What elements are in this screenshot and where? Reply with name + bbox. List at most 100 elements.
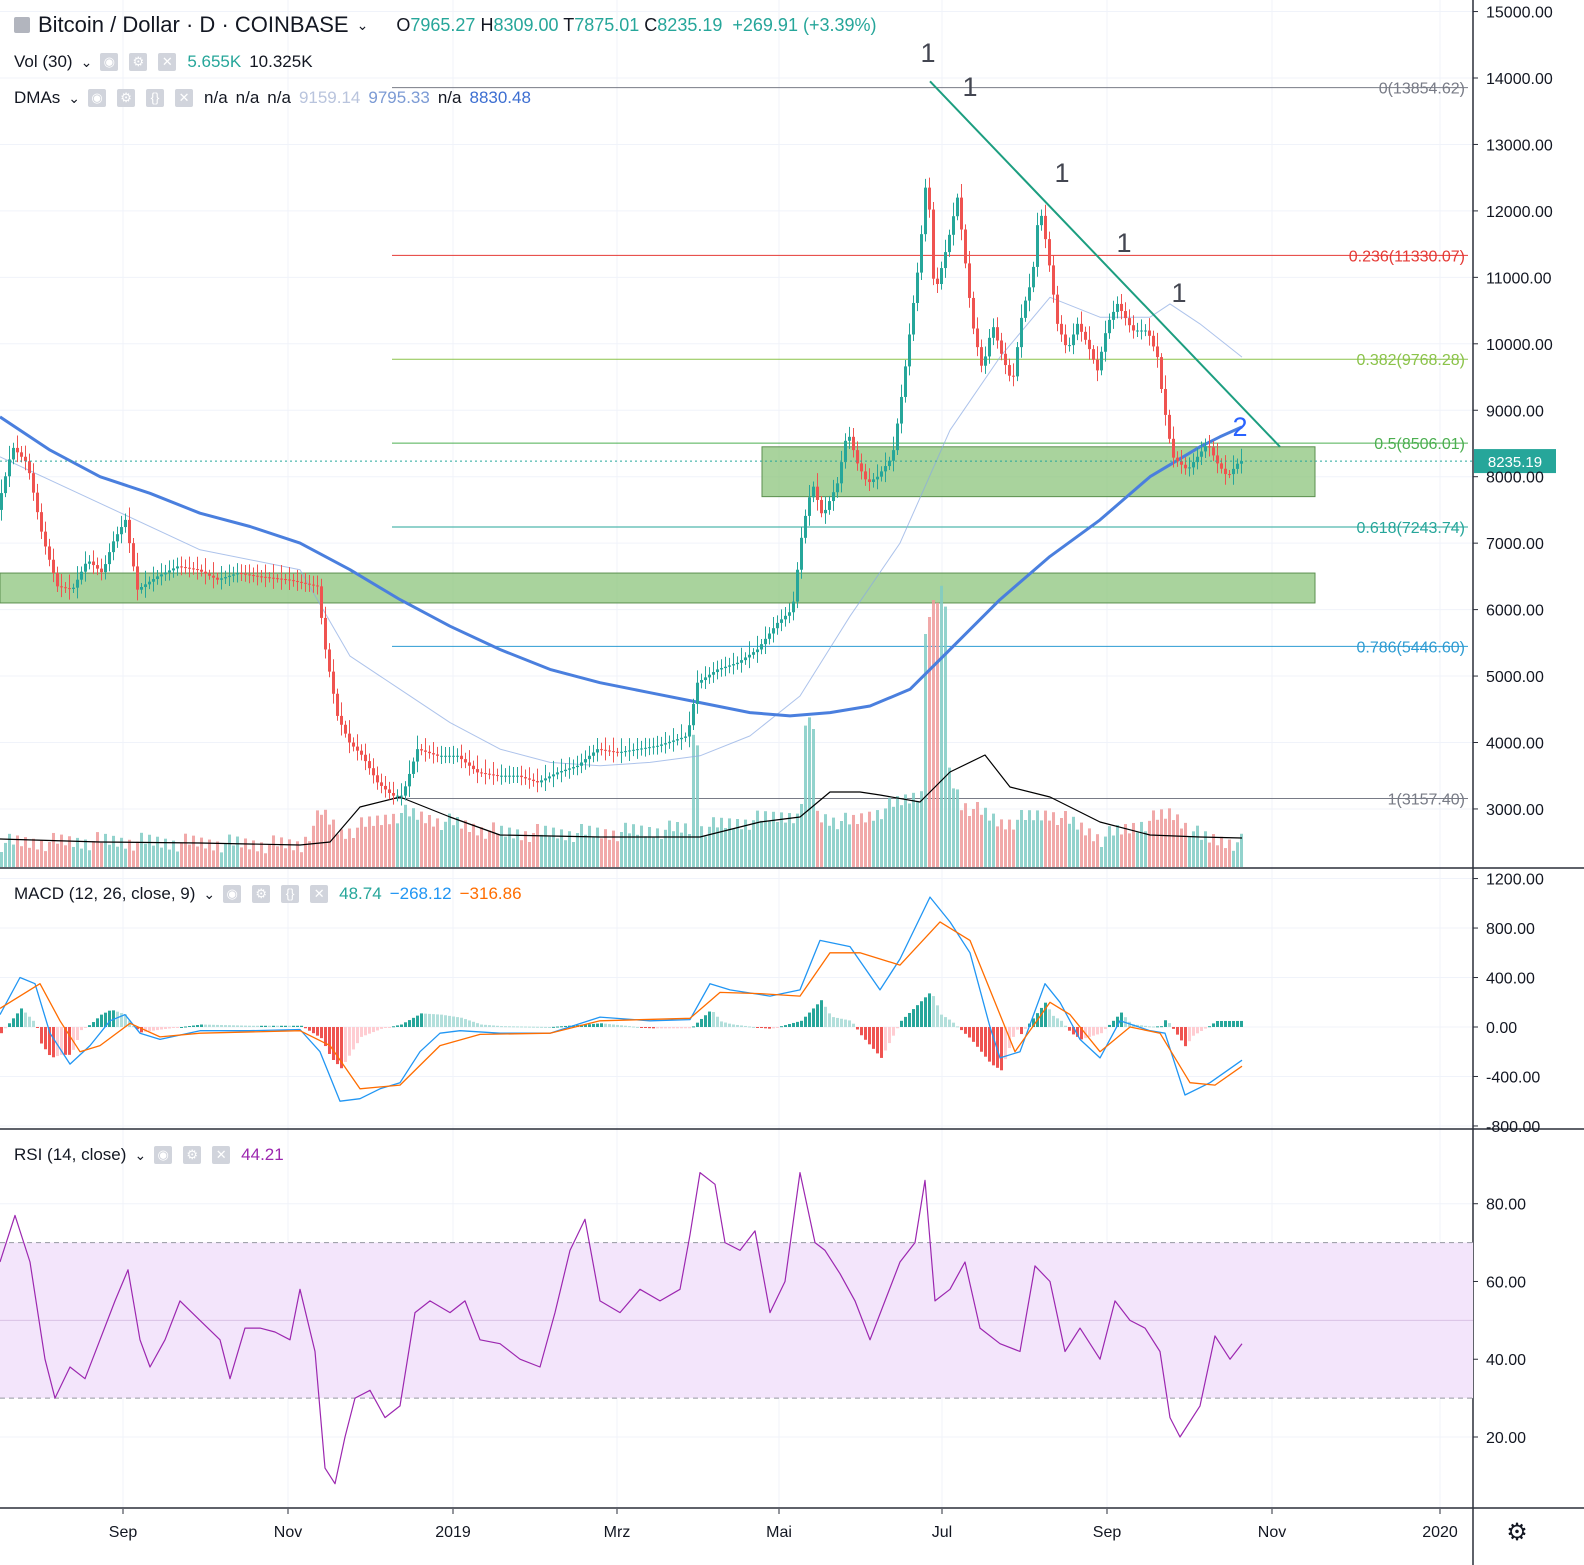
candle-body <box>52 559 55 574</box>
candle-body <box>1236 463 1239 469</box>
macd-histogram-bar <box>16 1013 19 1027</box>
candle-body <box>1104 333 1107 352</box>
price-tick-label: 12000.00 <box>1486 204 1553 221</box>
volume-bar <box>668 820 671 867</box>
candle-body <box>1096 359 1099 371</box>
candle-body <box>392 793 395 796</box>
macd-histogram-bar <box>116 1011 119 1027</box>
settings-gear-icon[interactable]: ⚙ <box>1506 1518 1528 1546</box>
macd-histogram-bar <box>656 1027 659 1029</box>
candle-body <box>800 537 803 570</box>
chevron-down-icon[interactable]: ⌄ <box>356 16 369 33</box>
gear-icon[interactable]: ⚙ <box>129 53 148 71</box>
candle-body <box>1140 330 1143 332</box>
volume-bar <box>920 791 923 867</box>
macd-histogram-bar <box>860 1027 863 1036</box>
candle-body <box>908 334 911 367</box>
eye-icon[interactable]: ◉ <box>223 885 242 903</box>
macd-histogram-bar <box>584 1024 587 1027</box>
symbol-icon[interactable] <box>14 17 30 33</box>
volume-title[interactable]: Vol (30) <box>14 52 73 71</box>
macd-histogram-bar <box>1168 1023 1171 1027</box>
candle-body <box>280 578 283 580</box>
rsi-title[interactable]: RSI (14, close) <box>14 1145 127 1164</box>
volume-bar <box>1176 814 1179 867</box>
candle-body <box>844 440 847 463</box>
volume-bar <box>896 796 899 867</box>
volume-bar <box>1144 831 1147 867</box>
volume-bar <box>268 844 271 867</box>
rsi-tick-label: 40.00 <box>1486 1352 1526 1369</box>
candle-body <box>436 754 439 756</box>
volume-bar <box>840 821 843 867</box>
close-icon[interactable]: ✕ <box>175 89 194 107</box>
macd-histogram-bar <box>1104 1027 1107 1030</box>
chevron-down-icon[interactable]: ⌄ <box>203 885 216 902</box>
macd-histogram-bar <box>216 1024 219 1027</box>
volume-bar <box>264 853 267 867</box>
macd-histogram-bar <box>1044 1002 1047 1027</box>
volume-bar <box>620 832 623 867</box>
macd-histogram-bar <box>56 1027 59 1057</box>
eye-icon[interactable]: ◉ <box>88 89 107 107</box>
macd-histogram-bar <box>196 1025 199 1027</box>
candle-body <box>660 744 663 746</box>
volume-bar <box>708 826 711 867</box>
volume-bar <box>548 836 551 867</box>
volume-bar <box>1012 829 1015 867</box>
volume-bar <box>884 808 887 867</box>
volume-bar <box>308 841 311 867</box>
macd-histogram-bar <box>640 1027 643 1028</box>
volume-bar <box>288 839 291 867</box>
candle-body <box>676 739 679 741</box>
candle-body <box>1156 346 1159 358</box>
volume-bar <box>12 844 15 867</box>
chevron-down-icon[interactable]: ⌄ <box>68 89 81 106</box>
chevron-down-icon[interactable]: ⌄ <box>134 1146 147 1163</box>
macd-histogram-bar <box>964 1027 967 1034</box>
wave-label: 1 <box>920 38 935 68</box>
candle-body <box>472 765 475 770</box>
close-icon[interactable]: ✕ <box>158 53 177 71</box>
macd-histogram-bar <box>708 1011 711 1027</box>
chevron-down-icon[interactable]: ⌄ <box>80 53 93 70</box>
candle-body <box>1084 331 1087 340</box>
macd-histogram-bar <box>844 1019 847 1027</box>
close-icon[interactable]: ✕ <box>212 1146 231 1164</box>
candle-body <box>84 563 87 572</box>
candle-body <box>252 575 255 577</box>
macd-histogram-bar <box>620 1025 623 1027</box>
volume-bar <box>580 824 583 867</box>
dma-title[interactable]: DMAs <box>14 88 61 107</box>
macd-histogram-bar <box>816 1004 819 1027</box>
candle-body <box>828 501 831 510</box>
volume-bar <box>1160 809 1163 867</box>
candle-body <box>532 779 535 782</box>
symbol-title[interactable]: Bitcoin / Dollar · D · COINBASE <box>38 12 349 37</box>
eye-icon[interactable]: ◉ <box>154 1146 173 1164</box>
candle-body <box>740 660 743 663</box>
gear-icon[interactable]: ⚙ <box>252 885 271 903</box>
gear-icon[interactable]: ⚙ <box>183 1146 202 1164</box>
volume-bar <box>72 846 75 867</box>
close-icon[interactable]: ✕ <box>310 885 329 903</box>
gear-icon[interactable]: ⚙ <box>117 89 136 107</box>
macd-histogram-bar <box>268 1025 271 1027</box>
eye-icon[interactable]: ◉ <box>100 53 119 71</box>
macd-title[interactable]: MACD (12, 26, close, 9) <box>14 884 196 903</box>
candle-body <box>560 771 563 773</box>
macd-histogram-bar <box>916 1005 919 1027</box>
source-code-icon[interactable]: {} <box>146 89 165 107</box>
macd-histogram-bar <box>1156 1026 1159 1028</box>
candle-body <box>604 749 607 751</box>
source-code-icon[interactable]: {} <box>281 885 300 903</box>
candle-body <box>1144 330 1147 332</box>
candle-body <box>868 479 871 483</box>
candle-body <box>20 452 23 457</box>
macd-histogram-bar <box>564 1025 567 1027</box>
volume-bar <box>1068 823 1071 867</box>
volume-bar <box>612 830 615 867</box>
candle-body <box>572 767 575 769</box>
volume-bar <box>248 849 251 867</box>
